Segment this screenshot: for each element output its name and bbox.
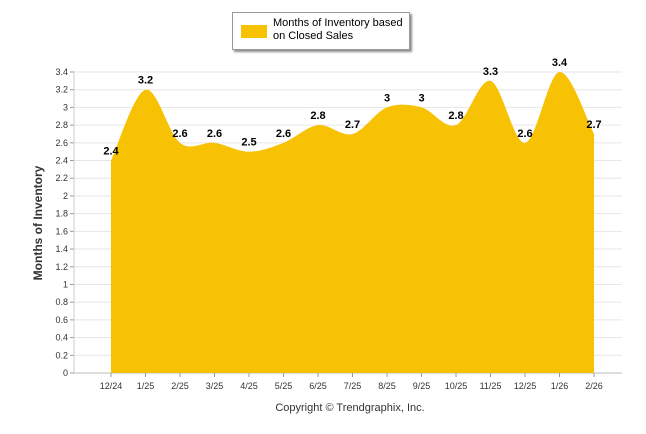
data-label: 2.7 (345, 119, 360, 131)
data-label: 2.7 (586, 119, 601, 131)
x-tick-label: 4/25 (240, 381, 258, 391)
y-tick-label: 0.8 (55, 297, 68, 307)
y-tick-label: 1.8 (55, 209, 68, 219)
series-area (111, 71, 594, 373)
x-tick-label: 2/26 (585, 381, 603, 391)
data-labels: 2.4 3.2 2.6 2.6 2.5 2.6 2.8 2.7 3 3 2.8 3.3 2.6 3.4 2.… (103, 57, 601, 158)
y-tick-label: 3.4 (55, 67, 68, 77)
data-label: 2.6 (517, 128, 532, 140)
data-label: 2.6 (276, 128, 291, 140)
y-tick-label: 3.2 (55, 85, 68, 95)
y-axis: 0 0.2 0.4 0.6 0.8 1 1.2 1.4 1.6 1.8 2 2.2 2.4 2.6 2.8 3… (55, 67, 75, 378)
data-label: 2.5 (241, 137, 256, 149)
y-tick-label: 2.6 (55, 138, 68, 148)
x-tick-label: 1/25 (137, 381, 155, 391)
x-axis: 12/24 1/25 2/25 3/25 4/25 5/25 6/25 7/25 8/25 9/2… (100, 373, 603, 391)
y-tick-label: 0 (63, 368, 68, 378)
legend-swatch (241, 25, 267, 38)
y-tick-label: 2.4 (55, 156, 68, 166)
y-tick-label: 2 (63, 191, 68, 201)
data-label: 2.6 (172, 128, 187, 140)
data-label: 2.4 (103, 146, 119, 158)
y-tick-label: 0.4 (55, 333, 68, 343)
y-tick-label: 2.8 (55, 120, 68, 130)
legend: Months of Inventory based on Closed Sale… (232, 12, 410, 50)
y-tick-label: 0.6 (55, 315, 68, 325)
data-label: 3.2 (138, 75, 153, 87)
data-label: 3.4 (552, 57, 568, 69)
data-label: 3 (384, 92, 390, 104)
x-tick-label: 3/25 (206, 381, 224, 391)
copyright-text: Copyright © Trendgraphix, Inc. (275, 402, 425, 414)
y-tick-label: 1.6 (55, 226, 68, 236)
x-tick-label: 10/25 (445, 381, 468, 391)
data-label: 2.6 (207, 128, 222, 140)
data-label: 2.8 (448, 110, 463, 122)
data-label: 3.3 (483, 66, 498, 78)
x-tick-label: 11/25 (480, 381, 502, 391)
data-label: 2.8 (310, 110, 325, 122)
x-tick-label: 12/24 (100, 381, 123, 391)
x-tick-label: 2/25 (171, 381, 189, 391)
x-tick-label: 7/25 (344, 381, 362, 391)
x-tick-label: 12/25 (514, 381, 537, 391)
data-label: 3 (418, 92, 424, 104)
y-tick-label: 2.2 (55, 173, 68, 183)
y-axis-title: Months of Inventory (31, 165, 45, 280)
x-tick-label: 6/25 (309, 381, 327, 391)
y-tick-label: 1.2 (55, 262, 68, 272)
x-tick-label: 5/25 (275, 381, 293, 391)
y-tick-label: 1 (63, 279, 68, 289)
x-tick-label: 1/26 (551, 381, 569, 391)
y-tick-label: 0.2 (55, 350, 68, 360)
x-tick-label: 8/25 (378, 381, 396, 391)
legend-label: Months of Inventory based on Closed Sale… (273, 17, 403, 42)
y-tick-label: 3 (63, 102, 68, 112)
y-tick-label: 1.4 (55, 244, 68, 254)
x-tick-label: 9/25 (413, 381, 431, 391)
